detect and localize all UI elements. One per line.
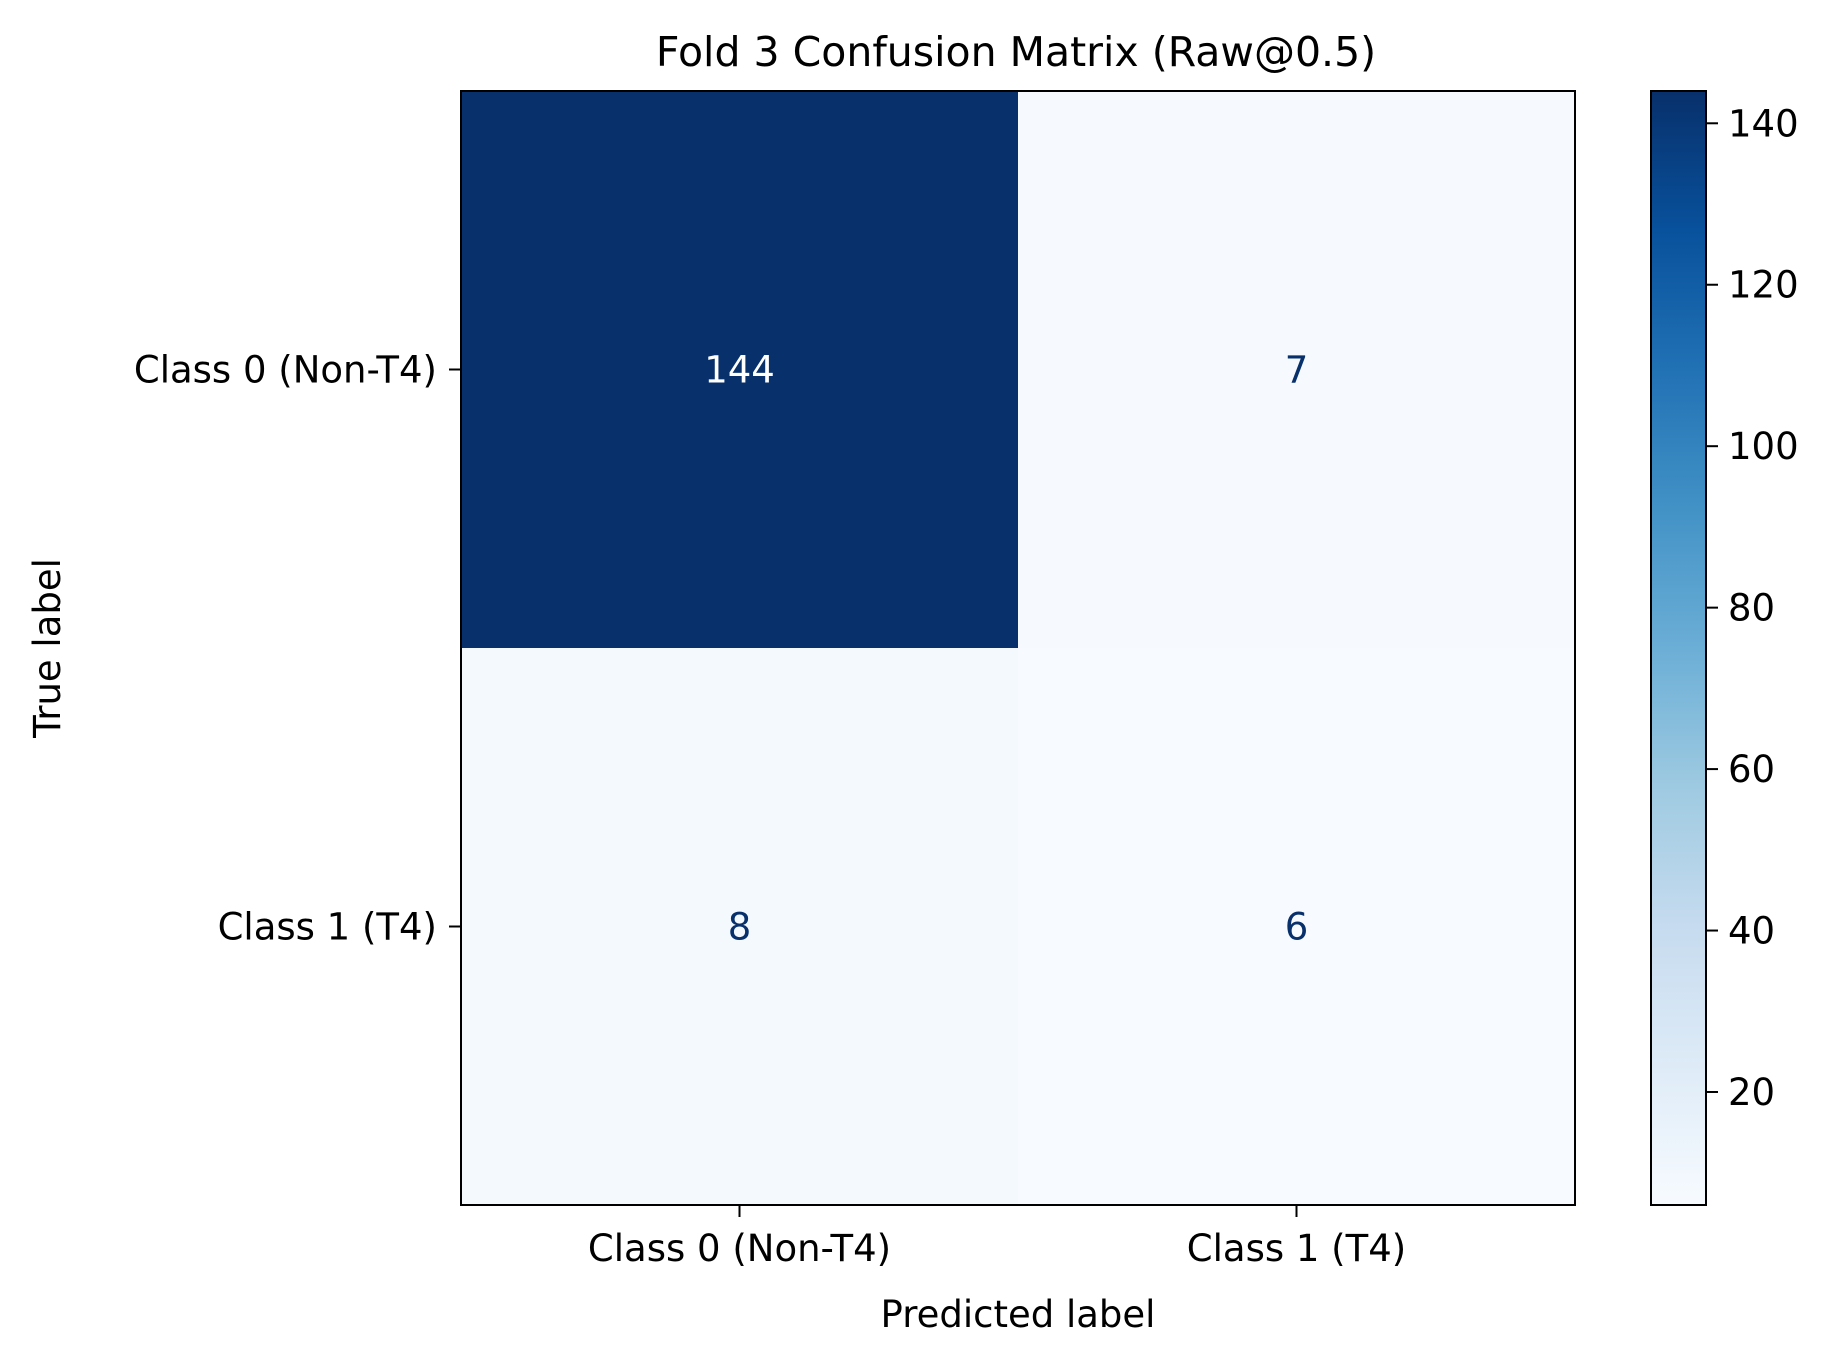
x-tick-label: Class 0 (Non-T4) bbox=[588, 1227, 891, 1270]
colorbar-tick-label: 60 bbox=[1728, 748, 1775, 791]
x-axis-label: Predicted label bbox=[881, 1293, 1156, 1336]
cell-value-label: 6 bbox=[1285, 906, 1309, 949]
heatmap-cells bbox=[461, 91, 1575, 1205]
x-axis-ticks: Class 0 (Non-T4) Class 1 (T4) bbox=[588, 1205, 1406, 1270]
plot-frame bbox=[460, 90, 1576, 1206]
chart-title: Fold 3 Confusion Matrix (Raw@0.5) bbox=[656, 28, 1376, 76]
cell-value-label: 8 bbox=[728, 906, 752, 949]
cell-value-label: 144 bbox=[704, 349, 775, 392]
colorbar bbox=[1650, 90, 1707, 1206]
heatmap-cell bbox=[1018, 91, 1575, 648]
heatmap-cell bbox=[461, 648, 1018, 1205]
y-tick-label: Class 0 (Non-T4) bbox=[134, 349, 437, 392]
colorbar-tick-label: 40 bbox=[1728, 910, 1775, 953]
x-tick-label: Class 1 (T4) bbox=[1187, 1227, 1406, 1270]
colorbar-ticks: 20 40 60 80 100 120 140 bbox=[1706, 102, 1799, 1114]
colorbar-tick-label: 80 bbox=[1728, 587, 1775, 630]
colorbar-tick-label: 20 bbox=[1728, 1071, 1775, 1114]
y-tick-label: Class 1 (T4) bbox=[218, 906, 437, 949]
cell-value-label: 7 bbox=[1285, 349, 1309, 392]
colorbar-tick-label: 120 bbox=[1728, 264, 1799, 307]
colorbar-tick-label: 100 bbox=[1728, 425, 1799, 468]
cell-value-labels: 144 7 8 6 bbox=[704, 349, 1308, 949]
y-axis-ticks: Class 0 (Non-T4) Class 1 (T4) bbox=[134, 349, 461, 949]
y-axis-label: True label bbox=[26, 558, 69, 739]
heatmap-cell bbox=[1018, 648, 1575, 1205]
heatmap-cell bbox=[461, 91, 1018, 648]
colorbar-tick-label: 140 bbox=[1728, 102, 1799, 145]
